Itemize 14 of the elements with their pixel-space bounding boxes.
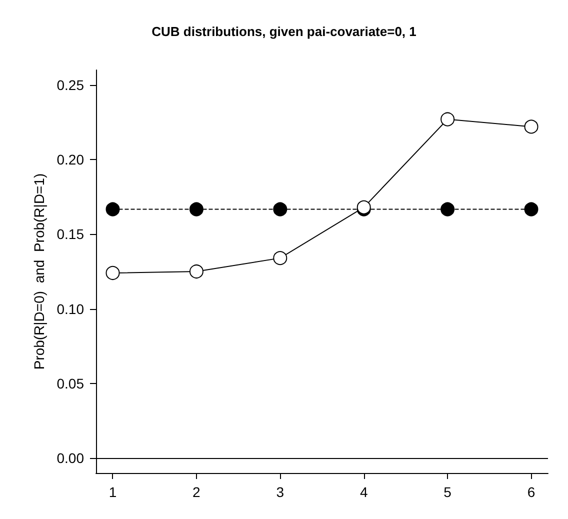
y-tick-label: 0.15 (56, 226, 84, 242)
x-tick-label: 5 (444, 484, 452, 500)
x-tick-label: 1 (108, 484, 117, 500)
x-tick-label: 6 (527, 484, 536, 500)
x-tick-label: 2 (192, 484, 201, 500)
chart-title: CUB distributions, given pai-covariate=0, 1 (152, 24, 416, 39)
y-tick-label: 0.25 (56, 76, 84, 93)
y-tick-label: 0.10 (56, 300, 84, 317)
y-tick-label: 0.00 (56, 450, 84, 466)
y-tick-label: 0.20 (56, 152, 84, 168)
x-tick-label: 4 (360, 484, 368, 500)
y-axis-title: Prob(R|D=0) and Prob(R|D=1) (30, 173, 47, 370)
x-tick-label: 3 (276, 484, 284, 500)
y-tick-label: 0.05 (56, 375, 84, 392)
